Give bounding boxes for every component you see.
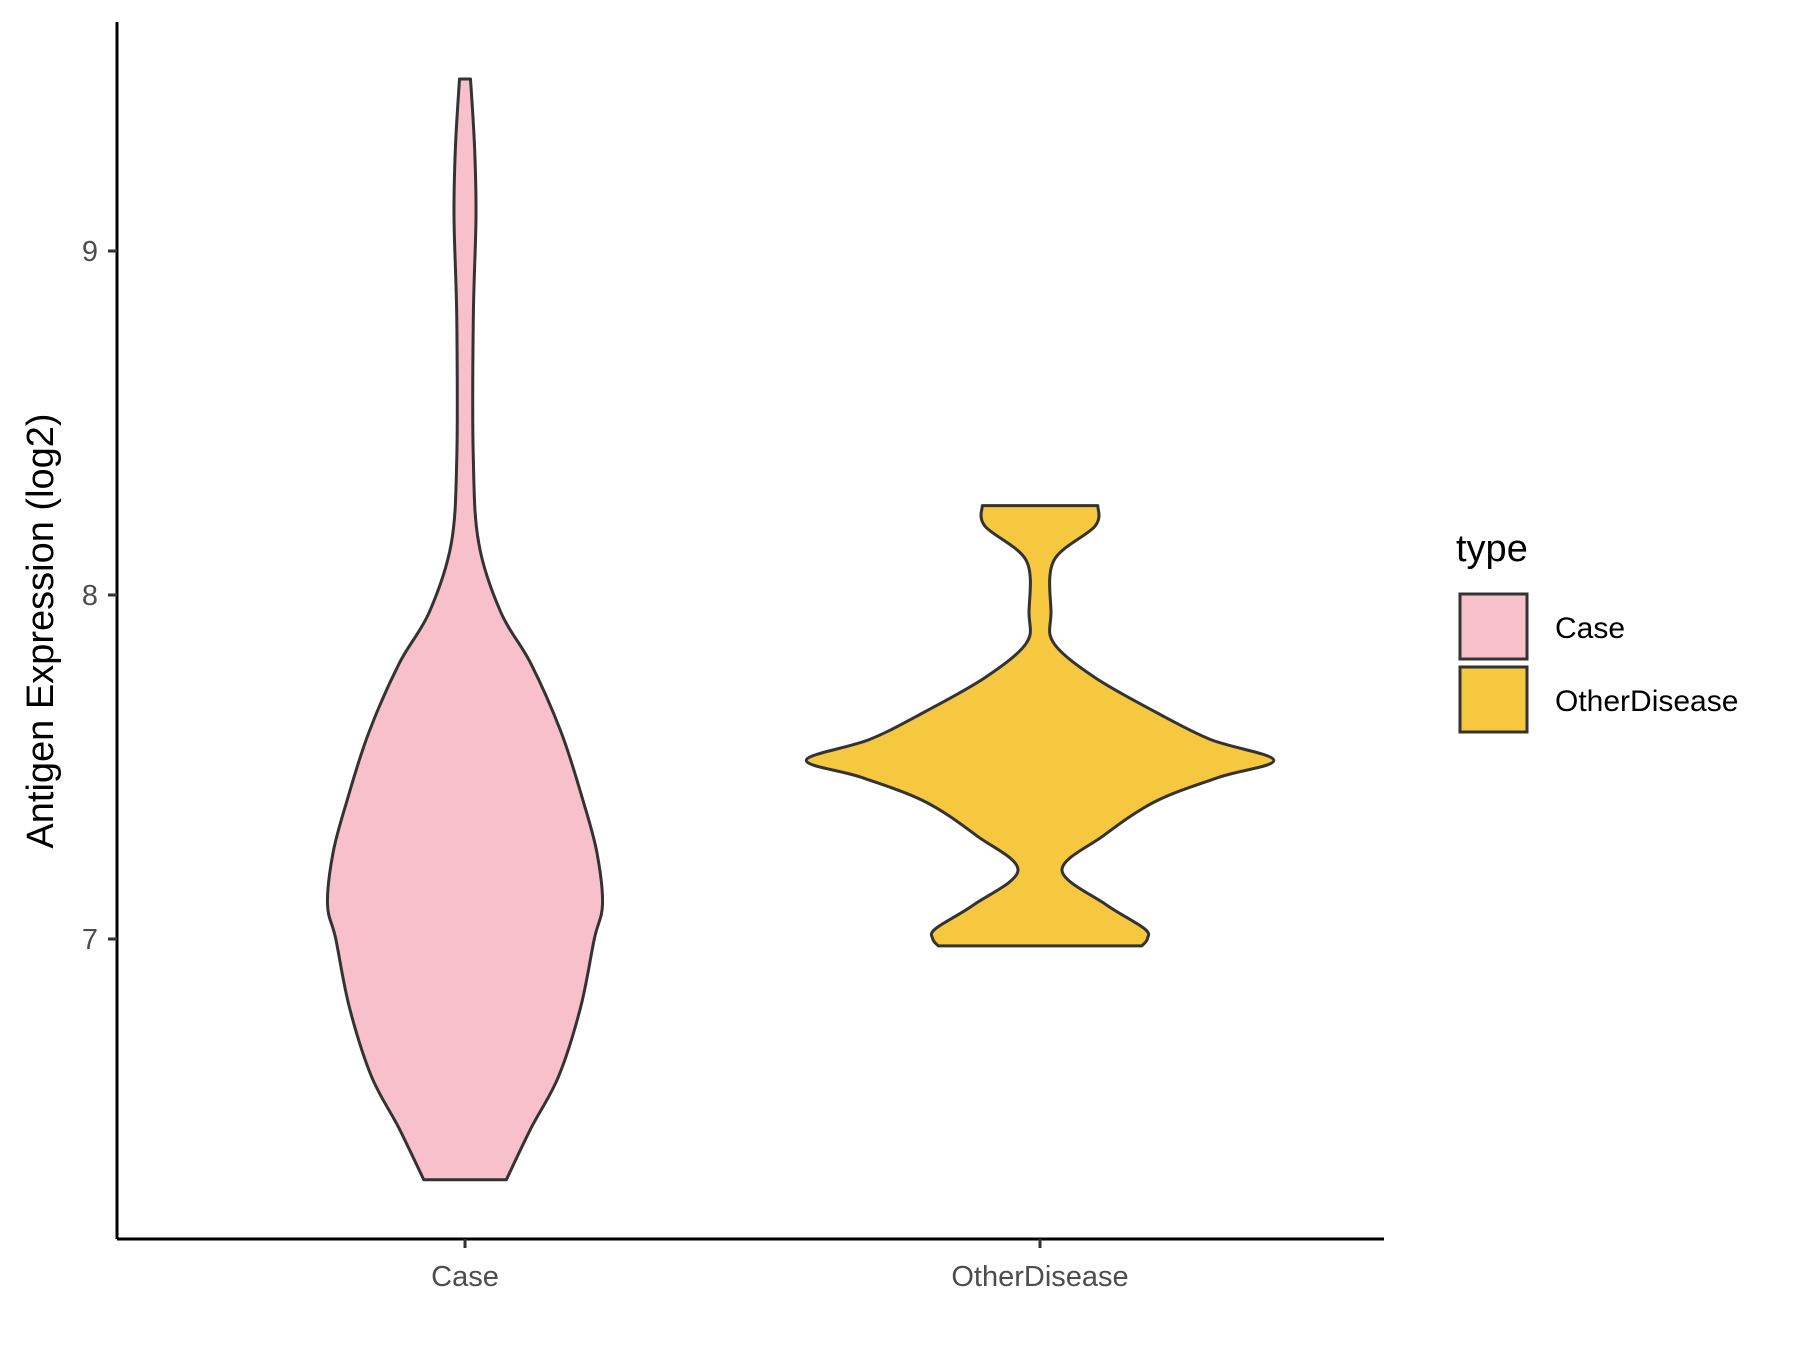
legend: type Case OtherDisease bbox=[1456, 528, 1738, 734]
y-tick-label: 7 bbox=[82, 924, 98, 956]
legend-label: OtherDisease bbox=[1555, 685, 1738, 718]
y-tick-label: 9 bbox=[82, 236, 98, 268]
violins-layer bbox=[325, 77, 1276, 1182]
y-ticks: 7 8 9 bbox=[82, 236, 117, 956]
legend-title: type bbox=[1456, 528, 1528, 570]
violin-otherdisease bbox=[804, 504, 1276, 948]
legend-entries: Case OtherDisease bbox=[1458, 592, 1738, 734]
x-tick-label: Case bbox=[431, 1261, 499, 1293]
violin-case bbox=[325, 77, 605, 1182]
legend-swatch bbox=[1458, 592, 1529, 661]
y-axis-title: Antigen Expression (log2) bbox=[20, 413, 62, 848]
legend-swatch bbox=[1458, 665, 1529, 734]
x-ticks: Case OtherDisease bbox=[431, 1239, 1129, 1293]
legend-label: Case bbox=[1555, 612, 1625, 645]
axes-layer bbox=[115, 22, 1384, 1241]
y-tick-label: 8 bbox=[82, 580, 98, 612]
x-tick-label: OtherDisease bbox=[951, 1261, 1128, 1293]
